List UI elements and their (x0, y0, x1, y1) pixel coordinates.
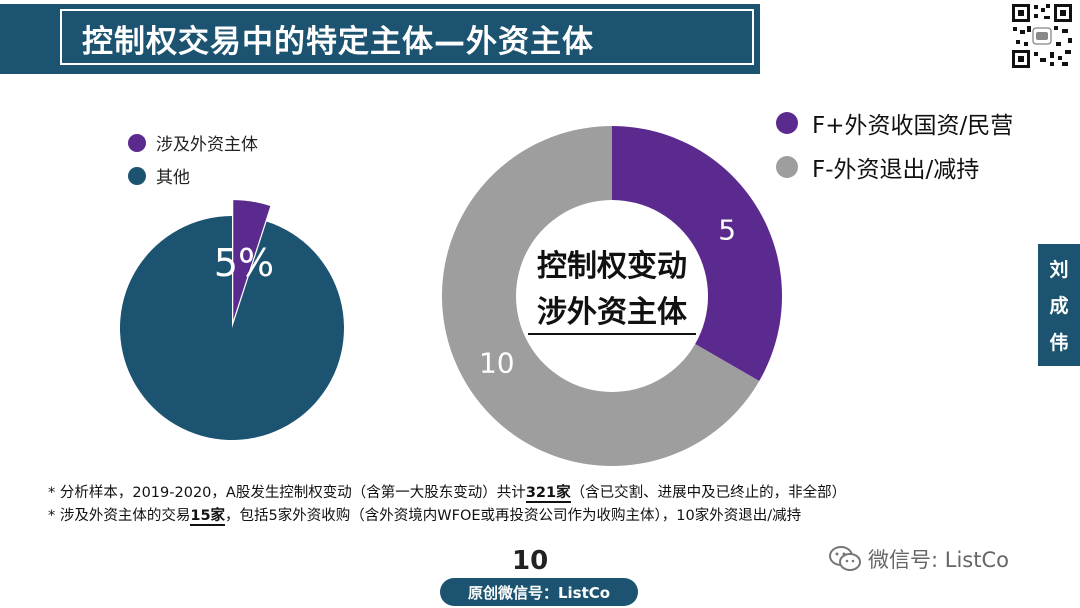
legend-swatch-purple (776, 112, 798, 134)
legend-label: F+外资收国资/民营 (812, 113, 1014, 139)
footnote-text: ，包括5家外资收购（含外资境内WFOE或再投资公司作为收购主体），10家外资退出… (225, 508, 802, 524)
footnotes: * 分析样本，2019-2020，A股发生控制权变动（含第一大股东变动）共计32… (48, 482, 846, 528)
donut-segment-exit (442, 126, 760, 466)
donut-data-label-exit: 10 (479, 347, 515, 380)
pie-slice-foreign (233, 200, 271, 321)
author-char: 刘 (1049, 258, 1069, 281)
footnote-text: * 分析样本，2019-2020，A股发生控制权变动（含第一大股东变动）共计 (48, 485, 526, 501)
legend-swatch-gray (776, 156, 798, 178)
wechat-icon (829, 546, 861, 571)
legend-item-foreign: 涉及外资主体 (128, 130, 258, 155)
donut-center-line2: 涉外资主体 (537, 295, 688, 330)
legend-swatch-teal (128, 166, 146, 185)
donut-legend: F+外资收国资/民营 F-外资退出/减持 (776, 106, 1013, 194)
title-frame (60, 9, 754, 65)
footnote-highlight: 321家 (525, 485, 571, 503)
legend-label: 涉及外资主体 (156, 135, 258, 155)
qr-code-icon (1010, 2, 1074, 70)
pie-legend: 涉及外资主体 其他 (128, 130, 258, 196)
footnote-text: * 涉及外资主体的交易 (48, 508, 191, 524)
watermark-text: 微信号: ListCo (868, 548, 1009, 572)
legend-label: F-外资退出/减持 (812, 157, 980, 183)
pie-chart: 5% 5% (120, 200, 344, 441)
page-title: 控制权交易中的特定主体—外资主体 (82, 24, 594, 60)
footnote-highlight: 15家 (190, 508, 226, 526)
donut-data-label-acquire: 5 (718, 214, 736, 247)
footer-badge: 原创微信号：ListCo (440, 578, 638, 606)
footnote-2: * 涉及外资主体的交易15家，包括5家外资收购（含外资境内WFOE或再投资公司作… (48, 505, 846, 528)
page-number: 10 (512, 546, 549, 576)
legend-label: 其他 (156, 168, 190, 188)
author-char: 伟 (1049, 332, 1069, 355)
author-char: 成 (1049, 295, 1069, 318)
donut-segment-acquire (612, 126, 782, 381)
legend-item-acquire: F+外资收国资/民营 (776, 106, 1013, 140)
footnote-1: * 分析样本，2019-2020，A股发生控制权变动（含第一大股东变动）共计32… (48, 482, 846, 505)
pie-data-label-5pct: 5% (214, 241, 274, 285)
donut-chart: 5 10 控制权变动 涉外资主体 (442, 126, 782, 466)
author-tag: 刘 成 伟 (1038, 244, 1080, 366)
footnote-text: （含已交割、进展中及已终止的，非全部） (570, 485, 847, 501)
donut-center-line1: 控制权变动 (537, 249, 687, 284)
legend-item-exit: F-外资退出/减持 (776, 150, 1013, 184)
watermark: 微信号: ListCo (828, 544, 1009, 574)
pie-slice-other (120, 216, 344, 441)
legend-swatch-purple (128, 133, 146, 152)
legend-item-other: 其他 (128, 163, 258, 188)
title-bar (0, 4, 760, 74)
